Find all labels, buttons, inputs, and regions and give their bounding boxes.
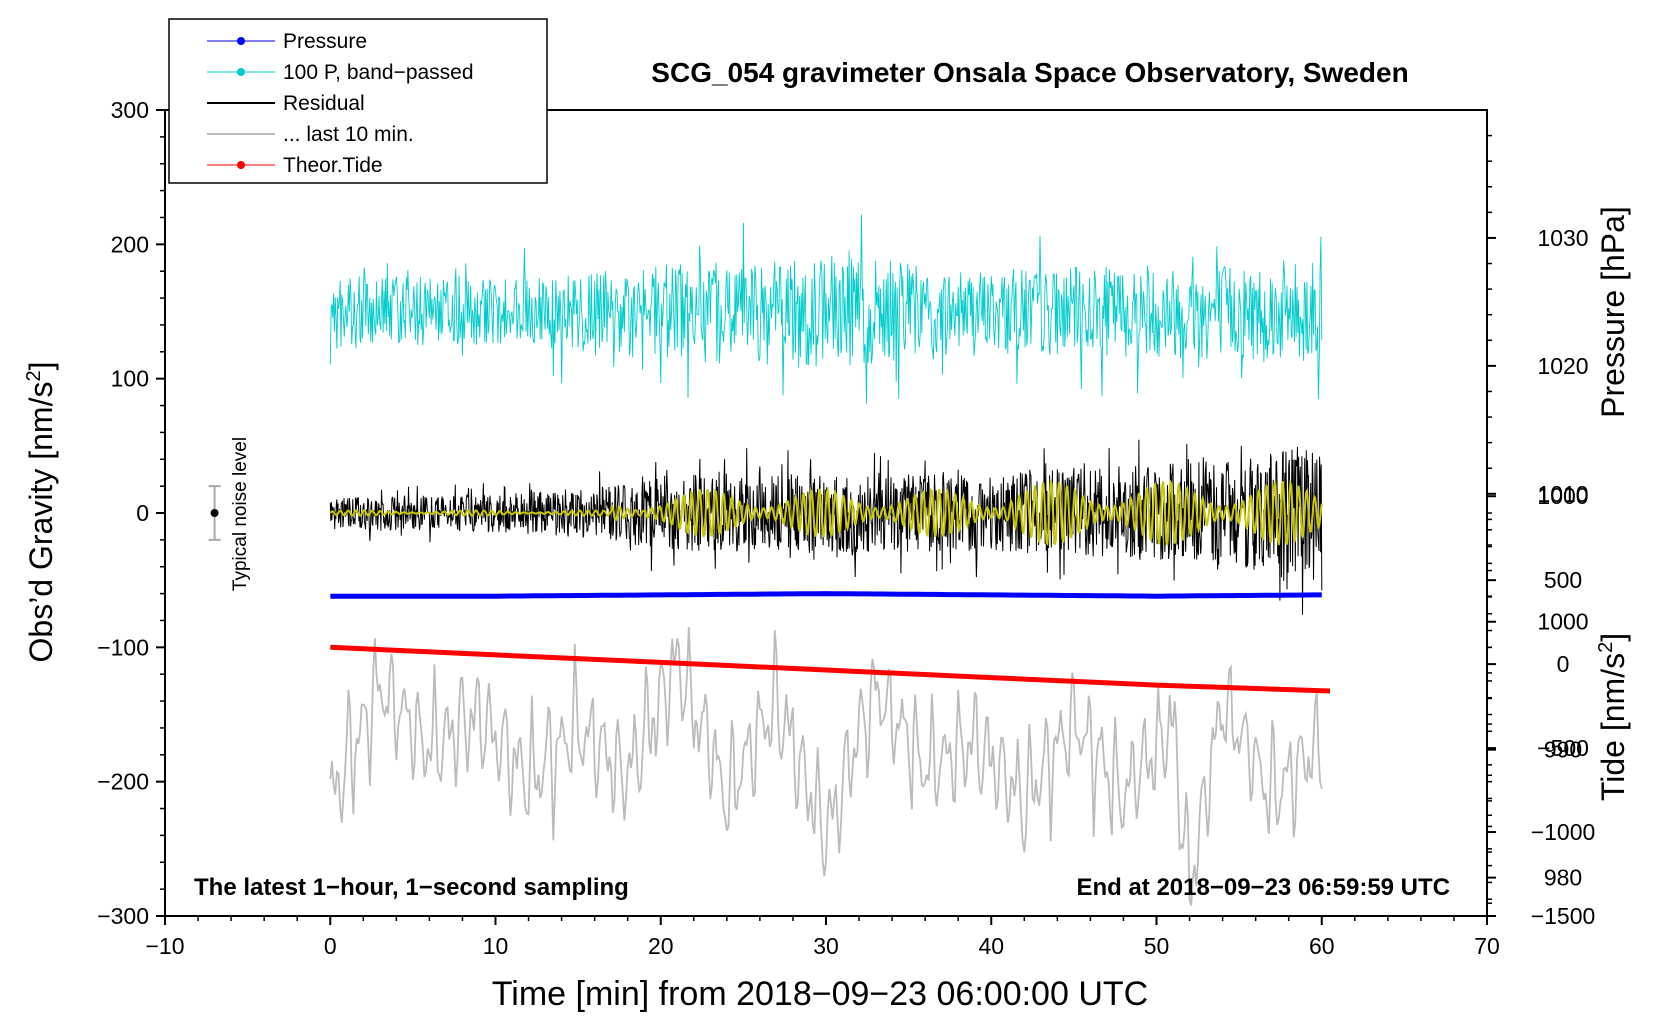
legend-marker-pressure	[237, 37, 245, 45]
y-tick-label: 200	[111, 231, 149, 257]
x-tick-label: 40	[978, 933, 1004, 959]
legend-marker-tide	[237, 161, 245, 169]
y-tick-label: 300	[111, 97, 149, 123]
legend-marker-bandpassed	[237, 68, 245, 76]
tide-axis-ticks: −1500 −1000 −500 0 500 1000	[1487, 483, 1595, 929]
pressure-tick-label: 1000	[1537, 609, 1588, 635]
x-tick-label: 70	[1474, 933, 1500, 959]
series-theor-tide	[330, 644, 1331, 694]
annotation-sampling: The latest 1−hour, 1−second sampling	[194, 874, 629, 901]
x-axis-ticks: −10 0 10 20 30 40 50 60 70	[145, 916, 1500, 959]
y-axis-label-tide: Tide [nm/s2]	[1595, 633, 1631, 801]
x-tick-label: 50	[1144, 933, 1170, 959]
y-axis-label-pressure: Pressure [hPa]	[1595, 206, 1631, 418]
x-tick-label: 30	[813, 933, 839, 959]
y-axis-label-left: Obs’d Gravity [nm/s2]	[23, 362, 59, 663]
legend-box	[168, 18, 548, 184]
legend-entry-tide: Theor.Tide	[283, 154, 383, 177]
tide-line	[330, 644, 1331, 694]
y-tick-label: −300	[97, 903, 149, 929]
series-bandpassed	[329, 214, 1323, 404]
tide-tick-label: 0	[1557, 651, 1570, 677]
x-tick-label: 0	[324, 933, 337, 959]
pressure-tick-label: 990	[1544, 737, 1582, 763]
legend-entry-pressure: Pressure	[283, 30, 367, 53]
noise-label: Typical noise level	[230, 437, 251, 591]
pressure-tick-label: 1010	[1537, 481, 1588, 507]
last10-line	[329, 627, 1323, 906]
noise-bar	[208, 485, 221, 541]
y-axis-ticks: −300 −200 −100 0 100 200 300	[97, 97, 165, 929]
series-filtered-residual	[329, 478, 1323, 547]
tide-tick-label: 500	[1544, 567, 1582, 593]
x-tick-label: 10	[483, 933, 509, 959]
y-tick-label: 100	[111, 366, 149, 392]
legend-entry-bandpassed: 100 P, band−passed	[283, 61, 474, 84]
y-tick-label: −200	[97, 769, 149, 795]
tide-tick-label: −1500	[1531, 903, 1596, 929]
series-pressure	[330, 591, 1322, 599]
pressure-line	[330, 591, 1322, 599]
tide-tick-label: −1000	[1531, 819, 1596, 845]
y-tick-label: −100	[97, 634, 149, 660]
tide-tick-label: 1000	[1537, 483, 1588, 509]
series-last-10-min	[329, 627, 1323, 906]
noise-bar-dot	[210, 509, 219, 517]
legend-entry-residual: Residual	[283, 92, 365, 115]
pressure-tick-label: 1030	[1537, 225, 1588, 251]
pressure-tick-label: 1020	[1537, 353, 1588, 379]
chart-title: SCG_054 gravimeter Onsala Space Observat…	[651, 57, 1408, 88]
y-tick-label: 0	[136, 500, 149, 526]
pressure-tick-label: 980	[1544, 865, 1582, 891]
filtered-residual-line	[329, 478, 1323, 547]
annotation-end-time: End at 2018−09−23 06:59:59 UTC	[1076, 874, 1450, 901]
x-tick-label: −10	[145, 933, 184, 959]
x-tick-label: 20	[648, 933, 674, 959]
bandpassed-line	[329, 214, 1323, 404]
tide-tick-label: −500	[1537, 735, 1589, 761]
x-tick-label: 60	[1309, 933, 1335, 959]
legend: Pressure 100 P, band−passed Residual ...…	[168, 18, 548, 184]
x-axis-label: Time [min] from 2018−09−23 06:00:00 UTC	[492, 975, 1148, 1013]
legend-entry-last10: ... last 10 min.	[283, 123, 414, 146]
